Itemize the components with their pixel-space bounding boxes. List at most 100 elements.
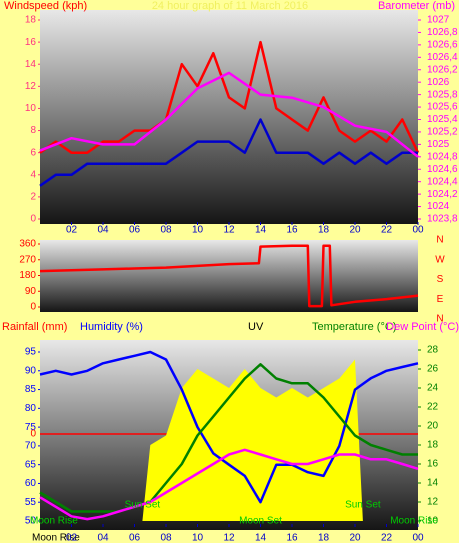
footer: Moon Rise: [32, 533, 80, 543]
y2-tick-label: 28: [427, 345, 439, 356]
x-tick-label: 12: [223, 533, 235, 543]
y2-tick-label: 1024,6: [427, 164, 458, 175]
label: Dew Point (°C): [386, 321, 459, 333]
y2-tick-label: 14: [427, 478, 439, 489]
y2-tick-label: 16: [427, 459, 439, 470]
x-tick-label: 04: [97, 533, 109, 543]
y2-tick-label: 20: [427, 421, 439, 432]
y-tick-label: 2: [30, 192, 36, 203]
y2-tick-label: 1025,2: [427, 127, 458, 138]
label: Temperature (°C): [312, 321, 396, 333]
y-tick-label: 10: [25, 103, 37, 114]
y-tick-label: 18: [25, 15, 37, 26]
y2-tick-label: 10: [427, 516, 439, 527]
y2-tick-label: 1026,6: [427, 40, 458, 51]
y-tick-label: 0: [30, 302, 36, 313]
x-tick-label: 10: [192, 225, 204, 236]
x-tick-label: 22: [381, 225, 393, 236]
x-tick-label: 00: [412, 225, 424, 236]
x-tick-label: 18: [318, 533, 330, 543]
label: UV: [248, 321, 264, 333]
rain-zero-label: 0: [30, 429, 36, 440]
y-tick-label: 6: [30, 147, 36, 158]
x-tick-label: 02: [66, 533, 78, 543]
x-tick-label: 16: [286, 533, 298, 543]
y-tick-label: 90: [25, 365, 37, 376]
y2-tick-label: 22: [427, 402, 439, 413]
event-label: Sun Set: [125, 500, 161, 511]
y-tick-label: 70: [25, 441, 37, 452]
x-tick-label: 10: [192, 533, 204, 543]
x-tick-label: 04: [97, 225, 109, 236]
x-tick-label: 14: [255, 533, 267, 543]
x-tick-label: 02: [66, 225, 78, 236]
series-line: [39, 363, 418, 513]
y2-tick-label: 18: [427, 440, 439, 451]
y-tick-label: 80: [25, 403, 37, 414]
y2-tick-label: 1026,2: [427, 64, 458, 75]
plot-area: [40, 10, 418, 224]
y-tick-label: 8: [30, 125, 36, 136]
y2-tick-label: 1024,4: [427, 176, 458, 187]
y2-tick-label: 26: [427, 364, 439, 375]
y2-axis-label: Barometer (mb): [378, 0, 455, 12]
y2-tick-label: 1025: [427, 139, 450, 150]
series-line: [39, 350, 419, 504]
y-tick-label: 12: [25, 81, 37, 92]
y-tick-label: 4: [30, 169, 36, 180]
y-tick-label: 14: [25, 59, 37, 70]
event-label: Sun Set: [345, 500, 381, 511]
series-line: [39, 244, 419, 308]
uv-area: [142, 359, 363, 521]
y2-tick-label: 1023,8: [427, 214, 458, 225]
y2-tick-label: 1024,2: [427, 189, 458, 200]
x-tick-label: 20: [349, 533, 361, 543]
x-tick-label: 00: [412, 533, 424, 543]
x-tick-label: 06: [129, 533, 141, 543]
y2-tick-label: 1025,8: [427, 89, 458, 100]
y2-tick-label: 1024: [427, 201, 450, 212]
y2-tick-label: 12: [427, 497, 439, 508]
series-line: [39, 118, 418, 187]
y2-tick-label: 1025,6: [427, 102, 458, 113]
label: Humidity (%): [80, 321, 143, 333]
x-tick-label: 06: [129, 225, 141, 236]
y2-tick-label: 1025,4: [427, 114, 458, 125]
y-tick-label: 85: [25, 384, 37, 395]
x-tick-label: 08: [160, 533, 172, 543]
compass-label: S: [437, 274, 444, 285]
y-tick-label: 180: [19, 270, 36, 281]
x-tick-label: 16: [286, 225, 298, 236]
chart-title: 24 hour graph of 11 March 2016: [152, 0, 308, 12]
series-line: [39, 448, 419, 521]
compass-label: N: [436, 235, 443, 246]
y-tick-label: 75: [25, 422, 37, 433]
y-tick-label: 65: [25, 459, 37, 470]
y-tick-label: 90: [25, 286, 37, 297]
y-tick-label: 50: [25, 516, 37, 527]
compass-label: N: [436, 314, 443, 325]
label: Rainfall (mm): [2, 321, 67, 333]
y-tick-label: 270: [19, 254, 36, 265]
y-tick-label: 95: [25, 347, 37, 358]
event-label: Moon Set: [239, 516, 282, 527]
y2-tick-label: 1026,4: [427, 52, 458, 63]
y-tick-label: 360: [19, 239, 36, 250]
x-tick-label: 08: [160, 225, 172, 236]
y2-tick-label: 1027: [427, 15, 450, 26]
y2-tick-label: 1026: [427, 77, 450, 88]
y-tick-label: 16: [25, 37, 37, 48]
y-tick-label: 60: [25, 478, 37, 489]
compass-label: W: [435, 254, 445, 265]
y2-tick-label: 1026,8: [427, 27, 458, 38]
series-line: [39, 71, 419, 158]
y2-tick-label: 24: [427, 383, 439, 394]
x-tick-label: 14: [255, 225, 267, 236]
y2-tick-label: 1024,8: [427, 151, 458, 162]
y-axis-label: Windspeed (kph): [4, 0, 87, 12]
x-tick-label: 12: [223, 225, 235, 236]
event-label: Moon Rise: [390, 516, 438, 527]
series-line: [39, 40, 420, 154]
plot-area: [40, 240, 418, 312]
